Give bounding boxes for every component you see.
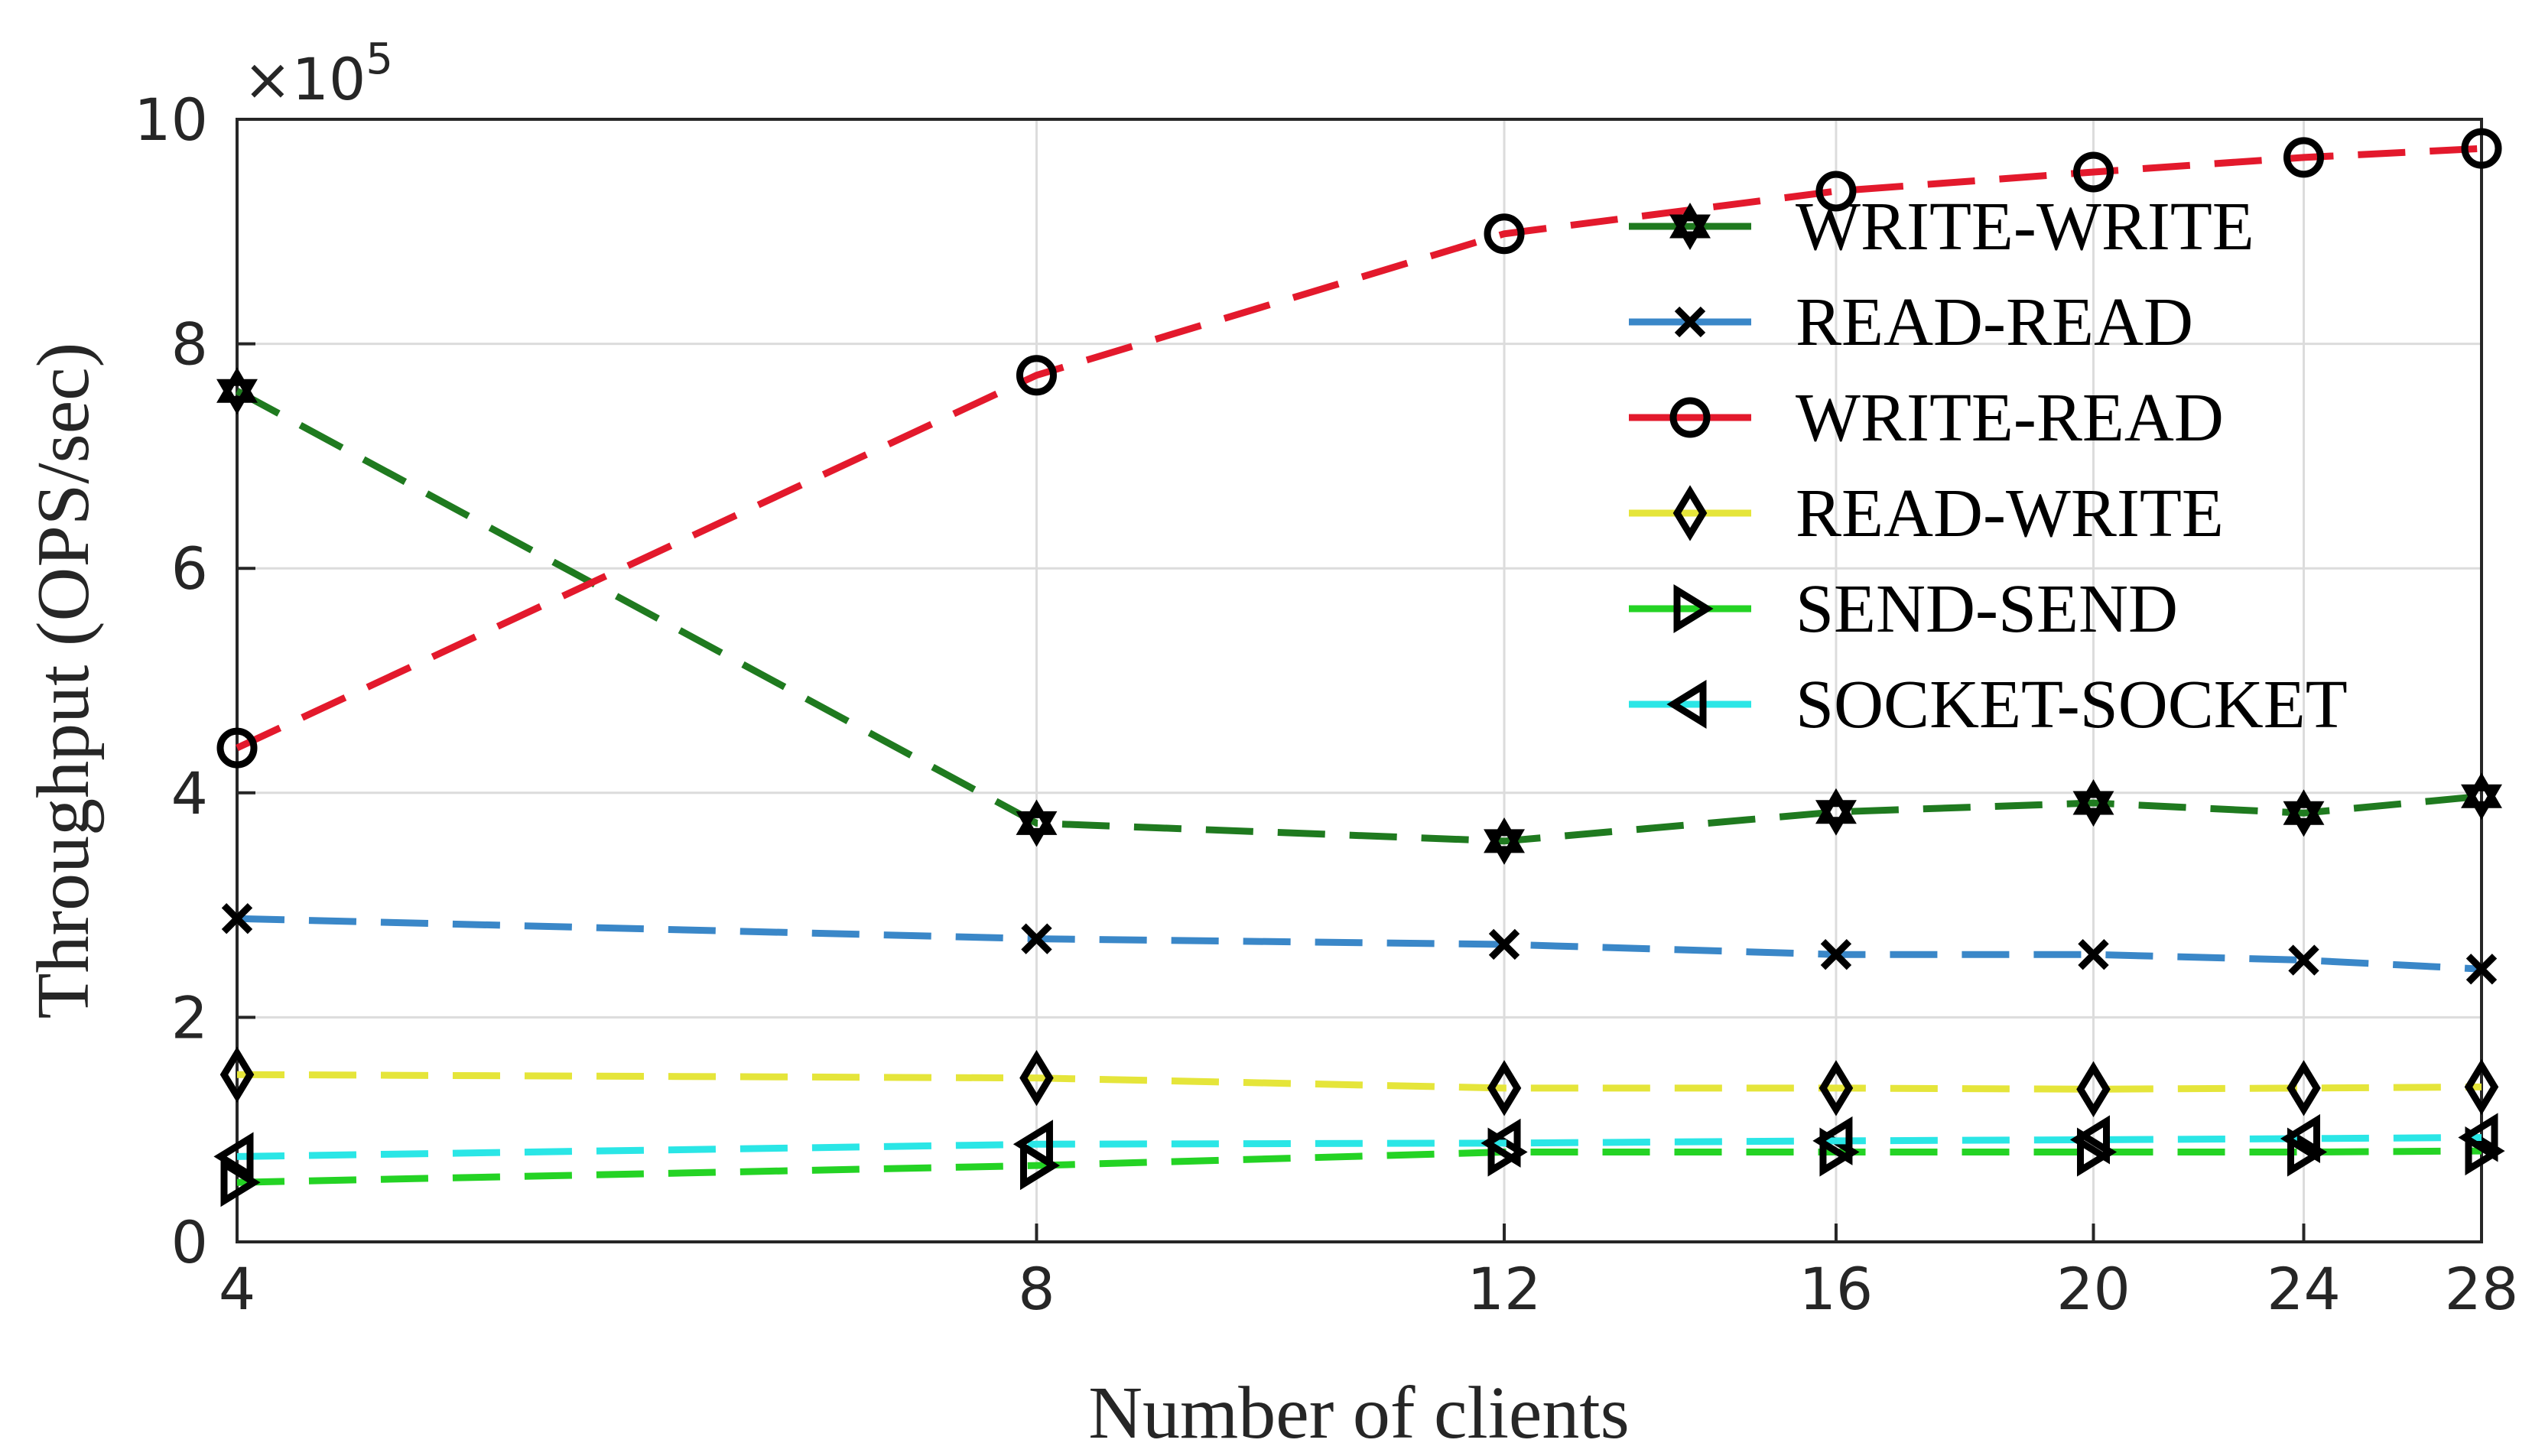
legend-item: READ-READ (1629, 284, 2193, 360)
series-read-read (221, 903, 2498, 985)
data-point (1815, 788, 1857, 836)
data-point (2076, 1061, 2111, 1118)
data-point (2078, 939, 2109, 970)
data-point (2287, 1060, 2321, 1116)
y-axis-title: Throughput (OPS/sec) (22, 343, 105, 1019)
data-point (2283, 789, 2325, 837)
x-tick-label: 12 (1468, 1255, 1542, 1323)
legend-label: WRITE-READ (1796, 380, 2224, 456)
data-point (1815, 171, 1857, 212)
data-point (2464, 1058, 2499, 1116)
legend-item: WRITE-WRITE (1629, 189, 2254, 265)
x-tick-label: 8 (1018, 1255, 1055, 1323)
data-point (216, 727, 258, 769)
data-point (1820, 939, 1852, 970)
legend-marker (1673, 583, 1714, 634)
series-line (236, 145, 2482, 752)
legend-marker (1666, 679, 1707, 730)
series-line (236, 1133, 2482, 1160)
y-tick-label: 2 (171, 983, 208, 1051)
series-write-read (216, 128, 2502, 769)
y-tick-label: 10 (134, 86, 208, 154)
legend-label: WRITE-WRITE (1796, 189, 2254, 265)
data-point (2069, 1115, 2110, 1165)
data-point (1021, 923, 1052, 954)
x-tick-label: 20 (2056, 1255, 2131, 1323)
x-tick-label: 16 (1799, 1255, 1874, 1323)
data-point (2461, 772, 2502, 821)
data-point (1487, 1060, 1522, 1116)
data-point (2280, 1113, 2320, 1163)
y-exponent-label: ×105 (243, 34, 393, 113)
data-point (1016, 799, 1058, 847)
y-tick-label: 6 (171, 535, 208, 603)
series-line (236, 1147, 2482, 1186)
data-point (1488, 928, 1520, 960)
legend-item: SEND-SEND (1629, 571, 2178, 647)
x-tick-label: 24 (2267, 1255, 2341, 1323)
series-layer (213, 128, 2505, 1207)
data-point (1012, 1120, 1053, 1169)
data-point (2461, 128, 2502, 169)
data-point (1812, 1116, 1853, 1165)
data-point (216, 367, 258, 415)
series-socket-socket (213, 1113, 2498, 1181)
data-point (219, 1046, 255, 1103)
legend-marker (1669, 397, 1711, 438)
x-tick-label: 4 (219, 1255, 255, 1323)
legend-marker (1674, 306, 1706, 338)
data-point (2077, 1127, 2118, 1177)
data-point (2458, 1113, 2498, 1162)
data-point (2287, 1127, 2328, 1177)
data-point (2283, 137, 2324, 178)
series-write-write (216, 367, 2502, 865)
x-axis-title: Number of clients (1088, 1372, 1630, 1454)
legend-item: SOCKET-SOCKET (1629, 667, 2348, 743)
plot-area-frame (236, 118, 2483, 1243)
data-point (1481, 1118, 1521, 1168)
data-point (1484, 817, 1525, 865)
axes (236, 118, 2483, 1243)
data-point (221, 903, 253, 934)
series-line (235, 388, 2482, 845)
y-tick-label: 8 (171, 310, 208, 379)
legend-label: SEND-SEND (1796, 571, 2178, 647)
x-tick-label: 28 (2445, 1255, 2519, 1323)
y-tick-label: 4 (171, 759, 208, 827)
legend: WRITE-WRITE READ-READ WRITE-READ READ-WRITE… (1629, 189, 2348, 743)
series-read-write (219, 1046, 2499, 1118)
data-point (2073, 151, 2114, 193)
data-point (2465, 954, 2498, 985)
data-point (213, 1132, 254, 1181)
legend-label: READ-READ (1796, 284, 2193, 360)
data-point (1484, 213, 1525, 255)
y-tick-label: 0 (171, 1208, 208, 1276)
legend-label: READ-WRITE (1796, 476, 2224, 551)
legend-item: WRITE-READ (1629, 380, 2224, 456)
data-point (1819, 1060, 1854, 1116)
legend-marker (1672, 485, 1708, 541)
legend-marker (1669, 203, 1711, 250)
data-point (1016, 355, 1057, 396)
legend-item: READ-WRITE (1629, 476, 2224, 551)
series-line (236, 915, 2482, 973)
series-line (236, 1071, 2482, 1093)
data-point (2465, 1126, 2505, 1176)
data-point (2288, 944, 2319, 976)
data-point (1019, 1049, 1054, 1107)
data-point (220, 1158, 261, 1207)
data-point (2072, 779, 2114, 827)
legend-label: SOCKET-SOCKET (1796, 667, 2348, 743)
